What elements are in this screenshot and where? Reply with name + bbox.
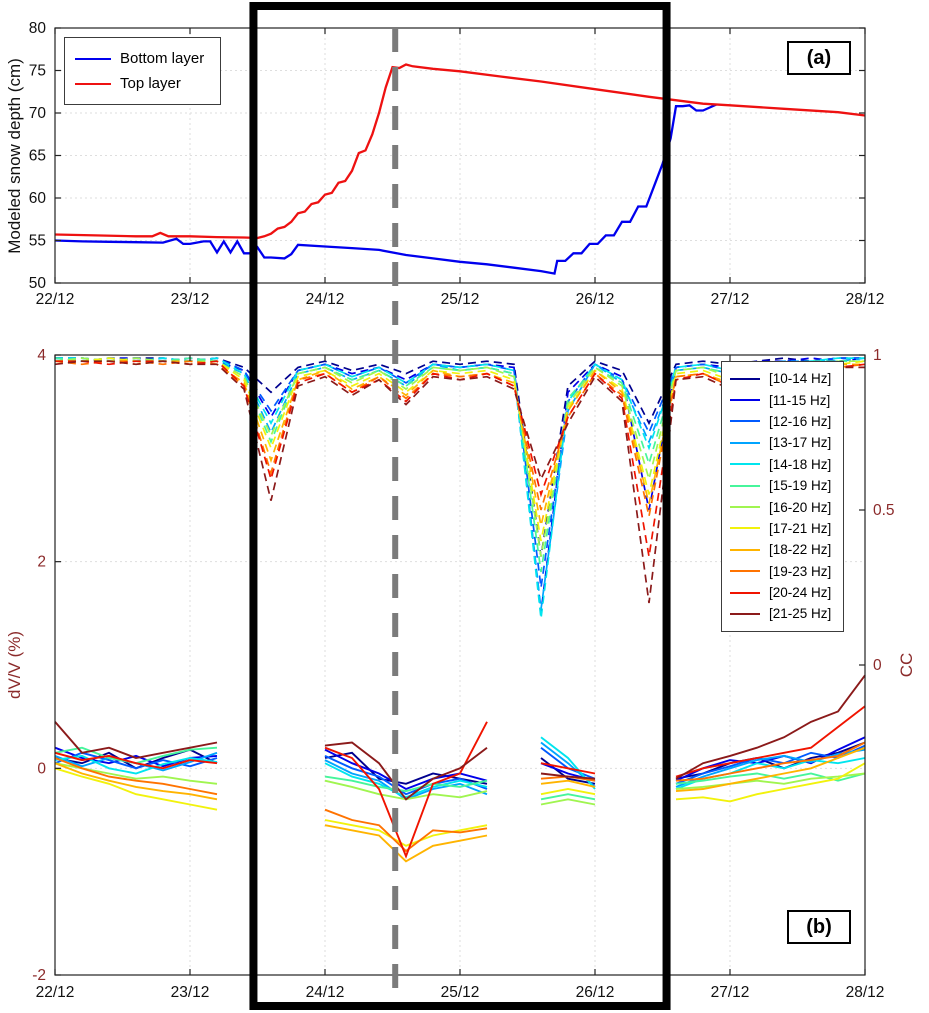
dvv-line xyxy=(54,674,866,801)
x-tick-label: 27/12 xyxy=(711,291,750,308)
legend-item: [21-25 Hz] xyxy=(730,603,831,624)
highlight-box xyxy=(249,2,671,1010)
legend-item: [17-21 Hz] xyxy=(730,518,831,539)
legend-swatch xyxy=(730,420,760,423)
legend-swatch xyxy=(730,527,760,530)
y-tick-label: 75 xyxy=(29,63,46,80)
legend-swatch xyxy=(730,463,760,466)
x-tick-label: 24/12 xyxy=(306,984,345,1001)
dvv-line xyxy=(54,736,866,791)
legend-item: Bottom layer xyxy=(75,46,204,71)
legend-swatch xyxy=(75,57,111,60)
legend-swatch xyxy=(730,570,760,573)
legend-label: [18-22 Hz] xyxy=(769,542,832,558)
y-tick-label: 50 xyxy=(29,275,47,292)
y-tick-label: 70 xyxy=(29,105,47,122)
y-left-tick-label: 4 xyxy=(37,347,46,364)
y-left-tick-label: -2 xyxy=(32,967,46,984)
x-tick-label: 23/12 xyxy=(171,984,210,1001)
legend-item: [15-19 Hz] xyxy=(730,475,831,496)
x-tick-label: 28/12 xyxy=(846,984,885,1001)
legend-item: [13-17 Hz] xyxy=(730,432,831,453)
legend-label: [10-14 Hz] xyxy=(769,371,832,387)
panel-b-left-axis-title: dV/V (%) xyxy=(5,630,24,700)
y-left-tick-label: 2 xyxy=(37,554,46,571)
legend-label: [15-19 Hz] xyxy=(769,478,832,494)
y-tick-label: 80 xyxy=(29,20,47,37)
legend-label: [11-15 Hz] xyxy=(769,392,831,408)
legend-swatch xyxy=(730,612,760,615)
legend-item: [12-16 Hz] xyxy=(730,411,831,432)
legend-label: [12-16 Hz] xyxy=(769,413,832,429)
legend-item: [18-22 Hz] xyxy=(730,539,831,560)
x-tick-label: 22/12 xyxy=(36,984,75,1001)
panel-b-right-axis-title: CC xyxy=(897,652,916,678)
legend-item: [10-14 Hz] xyxy=(730,368,831,389)
y-tick-label: 60 xyxy=(29,190,47,207)
legend-label: [17-21 Hz] xyxy=(769,520,832,536)
x-tick-label: 24/12 xyxy=(306,291,345,308)
legend-swatch xyxy=(730,441,760,444)
x-tick-label: 25/12 xyxy=(441,291,480,308)
legend-swatch xyxy=(730,399,760,402)
y-right-tick-label: 1 xyxy=(873,347,882,364)
snow-depth-line xyxy=(54,63,866,240)
dvv-line xyxy=(54,746,866,863)
legend-item: [14-18 Hz] xyxy=(730,454,831,475)
panel-a-y-axis-title: Modeled snow depth (cm) xyxy=(5,58,24,254)
dvv-line xyxy=(54,741,866,853)
x-tick-label: 27/12 xyxy=(711,984,750,1001)
x-tick-label: 28/12 xyxy=(846,291,885,308)
x-tick-label: 22/12 xyxy=(36,291,75,308)
legend-swatch xyxy=(730,484,760,487)
legend-swatch xyxy=(730,591,760,594)
y-left-tick-label: 0 xyxy=(37,760,46,777)
legend-label: Bottom layer xyxy=(120,50,205,67)
legend-label: [20-24 Hz] xyxy=(769,585,832,601)
dvv-line xyxy=(54,736,866,799)
panel-a-label: (a) xyxy=(787,41,851,75)
y-tick-label: 65 xyxy=(29,148,46,165)
x-tick-label: 26/12 xyxy=(576,291,615,308)
legend-swatch xyxy=(730,548,760,551)
y-right-tick-label: 0 xyxy=(873,657,882,674)
legend-item: [11-15 Hz] xyxy=(730,389,831,410)
legend-label: [16-20 Hz] xyxy=(769,499,832,515)
legend-label: [21-25 Hz] xyxy=(769,606,832,622)
y-right-tick-label: 0.5 xyxy=(873,502,895,519)
legend-item: Top layer xyxy=(75,71,204,96)
legend-label: Top layer xyxy=(120,75,181,92)
panel-b-label: (b) xyxy=(787,910,851,944)
legend-swatch xyxy=(730,506,760,509)
dvv-line xyxy=(54,705,866,859)
cc-line xyxy=(54,360,865,604)
x-tick-label: 25/12 xyxy=(441,984,480,1001)
panel-a-legend: Bottom layer Top layer xyxy=(64,37,222,105)
legend-item: [16-20 Hz] xyxy=(730,496,831,517)
legend-label: [13-17 Hz] xyxy=(769,435,832,451)
dvv-line xyxy=(54,744,866,796)
x-tick-label: 23/12 xyxy=(171,291,210,308)
legend-item: [20-24 Hz] xyxy=(730,582,831,603)
legend-label: [19-23 Hz] xyxy=(769,563,832,579)
panel-b-legend: [10-14 Hz] [11-15 Hz] [12-16 Hz] [13-17 Hz]… xyxy=(721,361,845,632)
legend-item: [19-23 Hz] xyxy=(730,561,831,582)
dvv-line xyxy=(54,762,866,847)
x-tick-label: 26/12 xyxy=(576,984,615,1001)
y-tick-label: 55 xyxy=(29,233,46,250)
legend-label: [14-18 Hz] xyxy=(769,456,832,472)
snow-depth-line xyxy=(54,103,717,275)
legend-swatch xyxy=(75,82,111,85)
legend-swatch xyxy=(730,377,760,380)
